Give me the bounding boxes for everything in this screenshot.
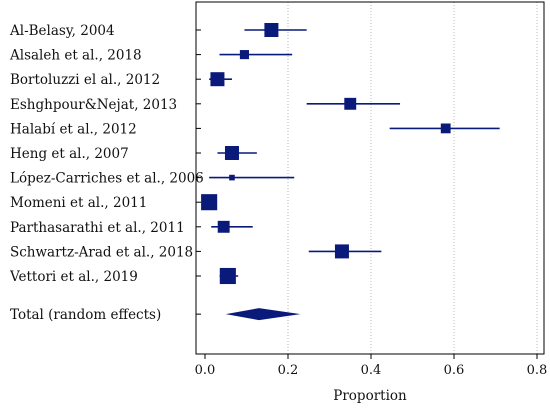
estimate-square xyxy=(229,174,235,181)
x-tick-label: 0.2 xyxy=(278,363,299,378)
study-label: López-Carriches et al., 2006 xyxy=(10,171,204,187)
estimate-square xyxy=(224,146,239,160)
x-tick-label: 0.0 xyxy=(195,363,216,378)
study-label: Parthasarathi et al., 2011 xyxy=(10,220,185,236)
estimate-square xyxy=(239,50,249,60)
estimate-square xyxy=(440,123,451,134)
estimate-square xyxy=(219,267,236,285)
pooled-diamond xyxy=(225,308,301,321)
study-label: Vettori et al., 2019 xyxy=(9,269,138,285)
study-label: Alsaleh et al., 2018 xyxy=(9,48,142,64)
total-label: Total (random effects) xyxy=(10,307,161,323)
estimate-square xyxy=(344,97,357,110)
x-tick-label: 0.6 xyxy=(444,363,465,378)
estimate-square xyxy=(201,194,218,211)
x-axis-ticks: 0.0 0.2 0.4 0.6 0.8 xyxy=(195,354,548,378)
study-label: Schwartz-Arad et al., 2018 xyxy=(10,244,193,260)
grid-layer xyxy=(287,2,538,354)
x-tick-label: 0.4 xyxy=(361,363,382,378)
study-label: Al-Belasy, 2004 xyxy=(9,23,115,39)
x-axis-title: Proportion xyxy=(333,388,407,404)
x-tick-label: 0.8 xyxy=(527,363,548,378)
study-label: Bortoluzzi el al., 2012 xyxy=(10,72,160,88)
estimate-square xyxy=(334,244,349,259)
estimate-square xyxy=(210,72,225,87)
study-marks xyxy=(201,23,500,321)
study-label: Eshghpour&Nejat, 2013 xyxy=(10,97,177,113)
study-labels: Al-Belasy, 2004 Alsaleh et al., 2018 Borto… xyxy=(9,23,204,323)
estimate-square xyxy=(217,220,230,233)
study-label: Momeni et al., 2011 xyxy=(10,195,147,211)
estimate-square xyxy=(264,23,279,37)
study-label: Heng et al., 2007 xyxy=(10,146,129,162)
study-label: Halabí et al., 2012 xyxy=(10,121,137,137)
